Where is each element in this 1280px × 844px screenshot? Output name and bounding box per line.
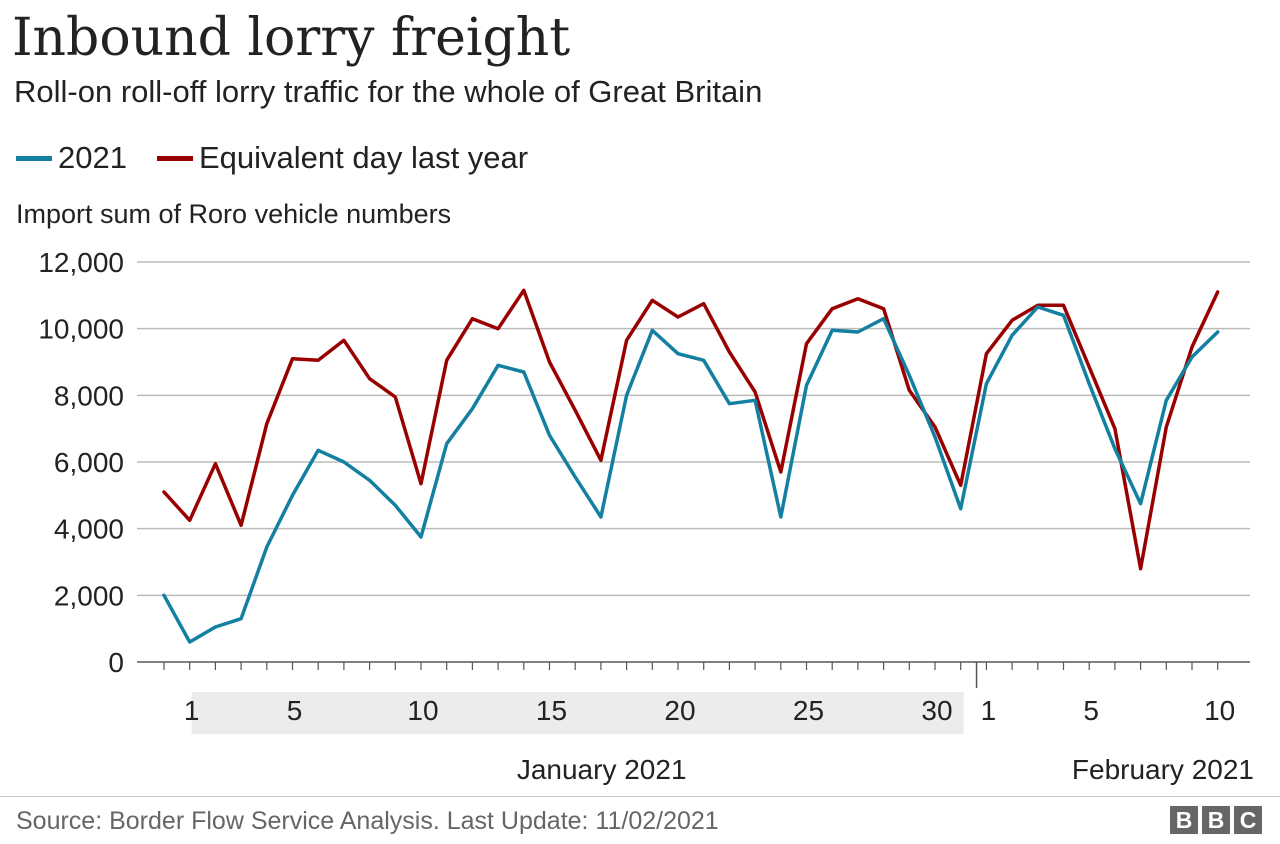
x-tick-label: 1 (981, 695, 997, 726)
x-tick-label: 15 (536, 695, 567, 726)
x-tick-label: 1 (184, 695, 200, 726)
bbc-logo-letter: B (1170, 806, 1198, 834)
chart-title: Inbound lorry freight (12, 8, 571, 68)
y-tick-label: 4,000 (54, 514, 124, 545)
chart-subtitle: Roll-on roll-off lorry traffic for the w… (14, 74, 763, 109)
x-tick-label: 20 (664, 695, 695, 726)
y-tick-label: 6,000 (54, 447, 124, 478)
legend-label-2021: 2021 (58, 140, 127, 175)
chart-legend: 2021 Equivalent day last year (16, 138, 558, 178)
legend-item-2021: 2021 (16, 140, 127, 176)
x-tick-label: 10 (407, 695, 438, 726)
source-note: Source: Border Flow Service Analysis. La… (16, 807, 719, 835)
y-tick-label: 12,000 (38, 247, 124, 278)
bbc-logo: B B C (1166, 806, 1262, 834)
x-tick-label: 5 (1083, 695, 1099, 726)
y-tick-label: 2,000 (54, 580, 124, 611)
legend-swatch-2021 (16, 155, 52, 161)
x-tick-label: 30 (921, 695, 952, 726)
y-tick-label: 10,000 (38, 314, 124, 345)
month-band-january (191, 692, 964, 734)
x-tick-label: 25 (793, 695, 824, 726)
bbc-logo-letter: B (1202, 806, 1230, 834)
month-label-february: February 2021 (1072, 754, 1254, 785)
y-tick-label: 8,000 (54, 380, 124, 411)
x-tick-label: 5 (287, 695, 303, 726)
bbc-logo-letter: C (1234, 806, 1262, 834)
y-tick-label: 0 (108, 647, 124, 678)
series-line-2021 (162, 305, 1220, 644)
legend-label-last-year: Equivalent day last year (198, 140, 529, 175)
y-axis-label: Import sum of Roro vehicle numbers (16, 199, 452, 229)
series-line-last-year (162, 288, 1220, 571)
chart-footer: Source: Border Flow Service Analysis. La… (0, 796, 1280, 844)
x-tick-label: 10 (1204, 695, 1235, 726)
legend-item-last-year: Equivalent day last year (156, 140, 529, 176)
month-label-january: January 2021 (517, 754, 687, 785)
legend-swatch-last-year (156, 155, 193, 161)
